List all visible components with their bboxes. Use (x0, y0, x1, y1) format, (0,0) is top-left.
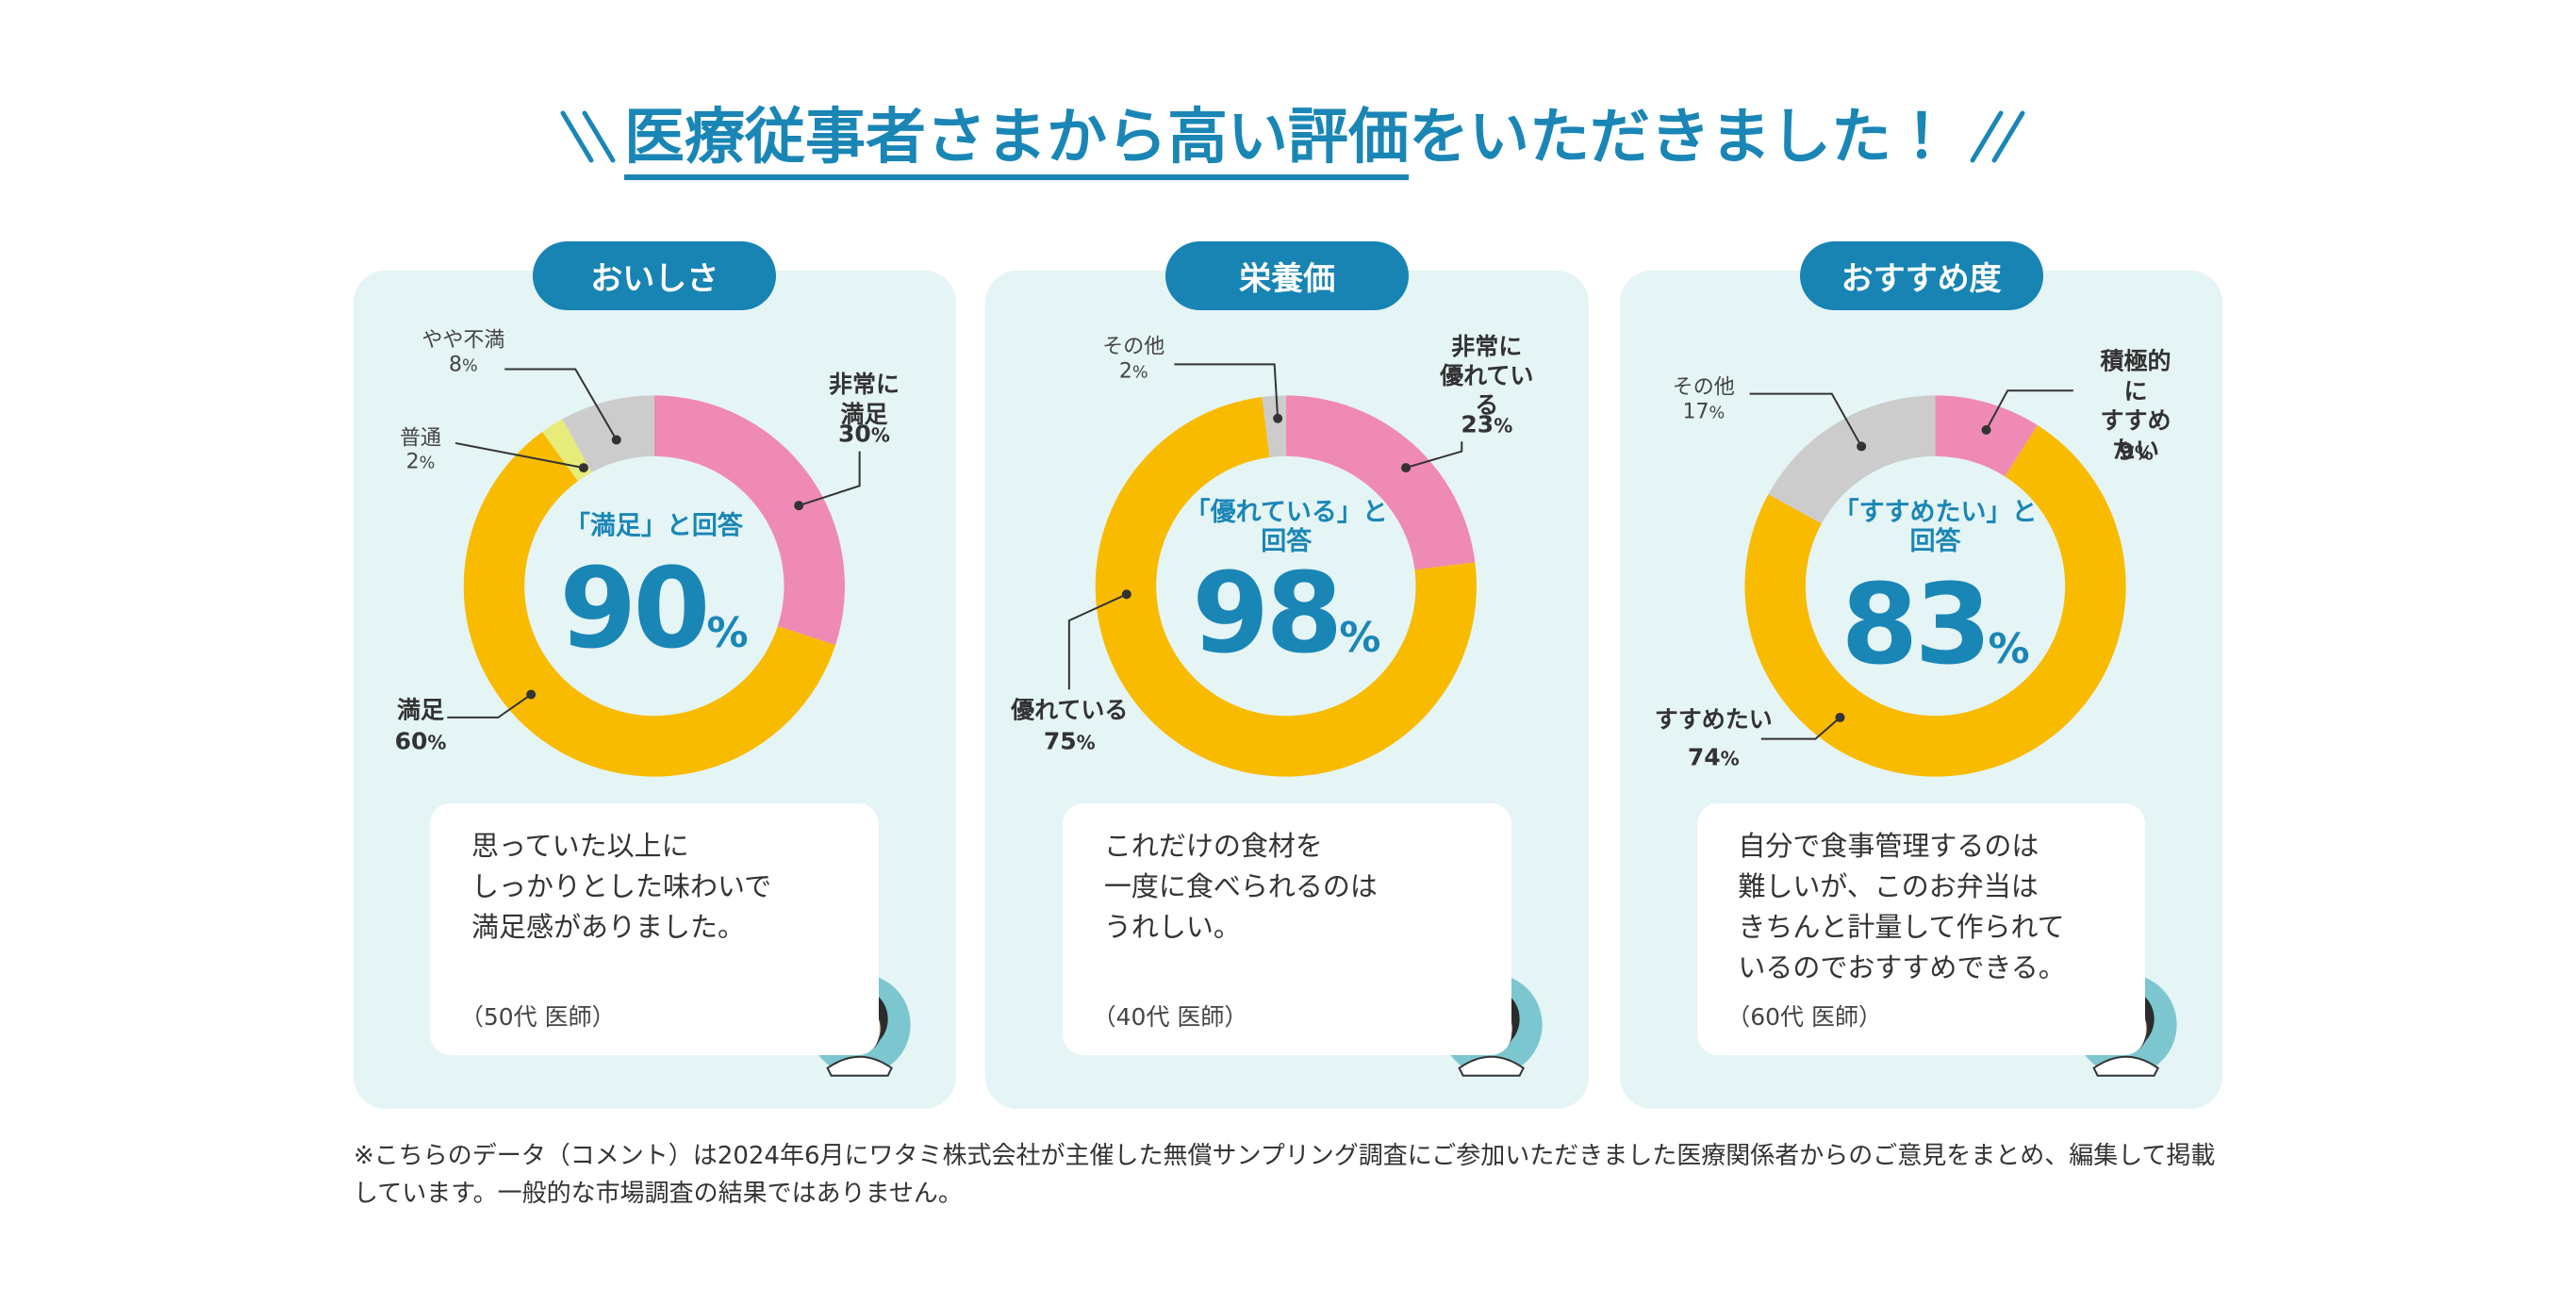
donut-slice (1286, 395, 1476, 570)
leader-dot (525, 690, 536, 701)
comment-text: これだけの食材を 一度に食べられるのは うれしい。 (1103, 830, 1378, 944)
donut-slice (1096, 397, 1478, 778)
title-rest: をいただきました！ (1409, 103, 1952, 173)
summary-label: 「すすめたい」と 回答 (1833, 498, 2038, 557)
slice-value: 9% (2118, 438, 2154, 466)
slice-label: 普通 (400, 426, 442, 451)
leader-line (1406, 441, 1463, 470)
leader-line (504, 369, 618, 441)
comment-box: 思っていた以上に しっかりとした味わいで 満足感がありました。 （50代 医師） (430, 803, 880, 1055)
slice-label: その他 (1672, 375, 1735, 400)
donut-slice (541, 419, 592, 482)
slice-value: 75% (1043, 727, 1096, 755)
summary-value: 83% (1841, 559, 2030, 690)
comment-box: 自分で食事管理するのは 難しいが、このお弁当は きちんと計量して作られて いるの… (1696, 803, 2146, 1055)
donut-slice (1262, 395, 1287, 458)
card-title: おすすめ度 (1799, 241, 2043, 311)
leader-dot (1981, 425, 1991, 436)
leader-dot (1857, 441, 1867, 452)
summary-value: 98% (1192, 547, 1381, 678)
leader-line (1174, 363, 1280, 420)
donut-slice (1744, 425, 2126, 778)
donut-slice (562, 395, 654, 473)
leader-line (1985, 389, 2073, 431)
avatar-body (2092, 1056, 2159, 1078)
leader-dot (611, 435, 621, 445)
slice-value: 74% (1687, 743, 1740, 771)
summary-value: 90% (559, 542, 749, 673)
summary-label: 「優れている」と 回答 (1184, 498, 1388, 557)
card-title: おいしさ (533, 241, 777, 311)
slice-value: 60% (394, 727, 447, 755)
leader-dot (1122, 589, 1132, 600)
card: 非常に 優れている 23% 優れている 75% その他 2% 「優れている」と 回答 98% 栄… (985, 241, 1589, 1110)
slice-value: 30% (838, 420, 890, 448)
leader-dot (1401, 463, 1412, 473)
slice-label: やや不満 (421, 327, 505, 352)
comment-text: 自分で食事管理するのは 難しいが、このお弁当は きちんと計量して作られて いるの… (1738, 830, 2066, 984)
title-main: 医療従事者さまから高い評価 (624, 103, 1409, 180)
footnote: ※こちらのデータ（コメント）は2024年6月にワタミ株式会社が主催した無償サンプ… (354, 1142, 2216, 1208)
leader-line (798, 452, 861, 507)
avatar-body (825, 1056, 893, 1078)
leader-line (1749, 393, 1862, 448)
donut-slice (1768, 395, 1936, 524)
page-title: 医療従事者さまから高い評価をいただきました！ (0, 98, 2576, 180)
slice-value: 2% (405, 449, 436, 473)
slice-value: 17% (1682, 400, 1726, 424)
leader-dot (793, 501, 803, 511)
slice-value: 23% (1461, 409, 1513, 438)
slice-value: 2% (1118, 359, 1148, 384)
comment-author: （60代 医師） (1726, 1003, 1882, 1032)
leader-dot (1273, 414, 1283, 424)
slice-label: その他 (1102, 334, 1165, 358)
leader-dot (1835, 713, 1845, 723)
slice-label: 非常に満足 (828, 371, 900, 428)
slice-label: 非常に 優れている (1440, 333, 1534, 420)
comment-box: これだけの食材を 一度に食べられるのは うれしい。 （40代 医師） (1063, 803, 1511, 1055)
card: 積極的に すすめたい 9% すすめたい 74% その他 17% 「すすめたい」と 回答 83%… (1619, 241, 2223, 1110)
summary-label: 「満足」と回答 (564, 511, 743, 541)
slice-label: 積極的に すすめたい (2100, 347, 2171, 464)
donut-slice (1935, 395, 2038, 477)
donut-slice (653, 395, 845, 646)
title-decoration (560, 110, 2025, 163)
donut-slice (463, 432, 835, 778)
slice-label: 優れている (1011, 696, 1129, 724)
leader-line (454, 442, 584, 470)
leader-line (446, 694, 532, 719)
card-title: 栄養価 (1165, 241, 1410, 311)
leader-line (1068, 593, 1128, 690)
card: 非常に満足 30% 満足 60% 普通 2% やや不満 8% 「満足」と回答 90% おいしさ思って… (353, 241, 957, 1110)
leader-dot (578, 463, 588, 473)
slice-value: 8% (448, 353, 478, 377)
comment-text: 思っていた以上に しっかりとした味わいで 満足感がありました。 (471, 830, 772, 944)
leader-line (1760, 717, 1841, 741)
avatar-body (1458, 1056, 1526, 1078)
slice-label: すすめたい (1654, 705, 1773, 734)
comment-author: （50代 医師） (459, 1003, 616, 1032)
comment-author: （40代 医師） (1092, 1003, 1248, 1032)
slice-label: 満足 (397, 696, 445, 724)
